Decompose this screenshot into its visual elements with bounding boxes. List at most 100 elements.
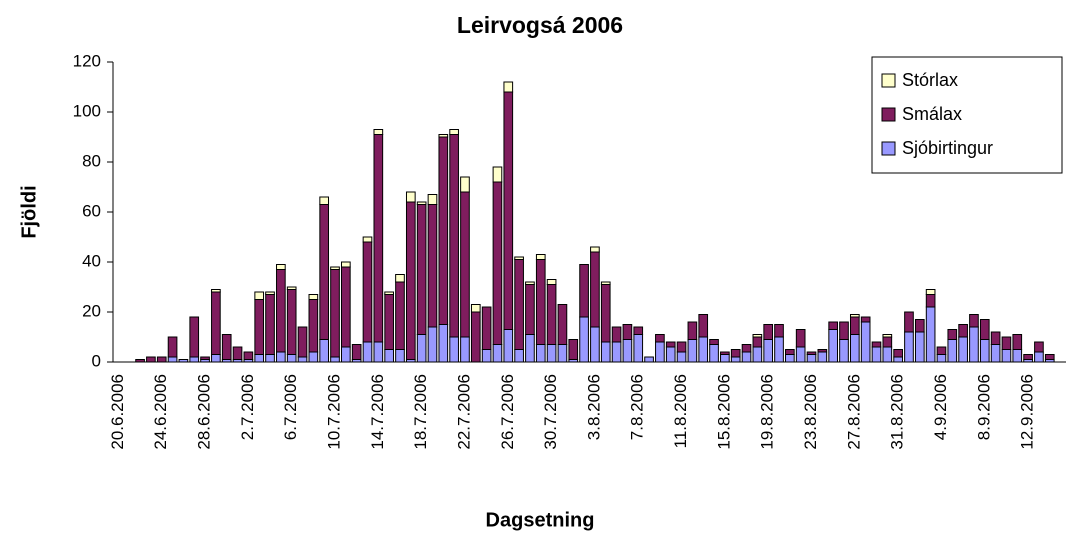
y-tick-label: 80 <box>82 151 101 170</box>
bar-segment <box>189 356 200 363</box>
bar-segment <box>254 299 265 355</box>
bar-segment <box>958 324 968 338</box>
bar-segment <box>416 201 427 205</box>
bar-segment <box>395 274 405 283</box>
bar-segment <box>914 331 925 363</box>
bar-segment <box>319 196 330 205</box>
bar-segment <box>481 349 492 363</box>
bar-segment <box>579 316 589 363</box>
bar-segment <box>936 346 947 355</box>
bar-segment <box>860 316 871 323</box>
bar-segment <box>925 294 936 308</box>
bar-segment <box>979 339 990 363</box>
bar-segment <box>200 356 210 360</box>
bar-segment <box>720 351 730 355</box>
bar-segment <box>470 311 481 363</box>
bar-segment <box>871 341 882 348</box>
x-tick-label: 30.7.2006 <box>541 374 560 450</box>
x-tick-label: 28.6.2006 <box>195 374 214 450</box>
bar-segment <box>611 326 622 343</box>
legend-label: Stórlax <box>902 70 958 90</box>
legend-swatch <box>881 73 896 88</box>
bar-segment <box>481 306 492 350</box>
bar-segment <box>449 134 459 338</box>
bar-segment <box>817 351 828 363</box>
bar-segment <box>795 346 806 363</box>
bar-segment <box>427 204 438 328</box>
bar-segment <box>1034 351 1044 363</box>
y-tick-label: 40 <box>82 251 101 270</box>
bar-segment <box>644 356 654 363</box>
x-tick-label: 14.7.2006 <box>368 374 387 450</box>
bar-segment <box>535 259 546 345</box>
bar-segment <box>503 329 514 363</box>
x-tick-label: 26.7.2006 <box>498 374 517 450</box>
bar-segment <box>427 326 438 363</box>
x-tick-label: 3.8.2006 <box>584 374 603 440</box>
x-tick-label: 8.9.2006 <box>974 374 993 440</box>
bar-segment <box>341 261 351 268</box>
bar-segment <box>492 344 503 363</box>
y-tick-label: 60 <box>82 201 101 220</box>
bar-segment <box>904 331 914 363</box>
legend-swatch <box>881 141 896 156</box>
bar-segment <box>752 346 763 363</box>
bar-segment <box>849 314 860 318</box>
bar-segment <box>828 321 838 330</box>
x-tick-label: 4.9.2006 <box>931 374 950 440</box>
legend-swatch <box>881 107 896 122</box>
bar-segment <box>774 324 784 338</box>
bar-segment <box>752 336 763 348</box>
bar-segment <box>243 351 254 360</box>
x-tick-label: 20.6.2006 <box>108 374 127 450</box>
bar-segment <box>1023 354 1033 360</box>
bar-segment <box>351 344 362 360</box>
bar-segment <box>785 354 795 363</box>
bar-segment <box>785 349 795 355</box>
bar-segment <box>211 289 221 293</box>
bar-segment <box>590 246 600 253</box>
bar-segment <box>276 351 286 363</box>
bar-segment <box>676 341 687 353</box>
bar-segment <box>319 339 330 363</box>
bar-segment <box>265 291 275 295</box>
bar-segment <box>211 291 221 355</box>
bar-segment <box>211 354 221 363</box>
chart-title: Leirvogsá 2006 <box>457 12 623 38</box>
x-tick-label: 27.8.2006 <box>844 374 863 450</box>
bar-segment <box>470 304 481 313</box>
bar-segment <box>828 329 838 363</box>
bar-segment <box>308 351 319 363</box>
bar-segment <box>849 334 860 363</box>
bar-segment <box>525 284 535 335</box>
bar-segment <box>514 349 524 363</box>
bar-segment <box>741 351 752 363</box>
bar-segment <box>308 294 319 300</box>
bar-segment <box>568 339 579 360</box>
bar-segment <box>341 346 351 363</box>
x-tick-label: 15.8.2006 <box>714 374 733 450</box>
bar-segment <box>1001 336 1012 350</box>
bar-segment <box>709 344 719 363</box>
x-tick-label: 23.8.2006 <box>801 374 820 450</box>
x-tick-label: 24.6.2006 <box>151 374 170 450</box>
bar-segment <box>687 321 698 340</box>
bar-segment <box>405 191 416 203</box>
bar-segment <box>416 204 427 335</box>
bar-segment <box>546 279 557 285</box>
bar-segment <box>893 349 903 358</box>
bar-segment <box>936 354 947 363</box>
bar-segment <box>146 356 156 363</box>
bar-segment <box>492 181 503 345</box>
legend-box <box>871 56 1063 174</box>
bar-segment <box>492 166 503 183</box>
bar-segment <box>882 346 893 363</box>
bar-segment <box>362 236 373 243</box>
bar-segment <box>795 329 806 348</box>
bar-segment <box>535 254 546 260</box>
bar-segment <box>774 336 784 363</box>
bar-segment <box>405 201 416 360</box>
bar-segment <box>384 294 394 350</box>
x-tick-label: 31.8.2006 <box>888 374 907 450</box>
bar-segment <box>254 354 265 363</box>
